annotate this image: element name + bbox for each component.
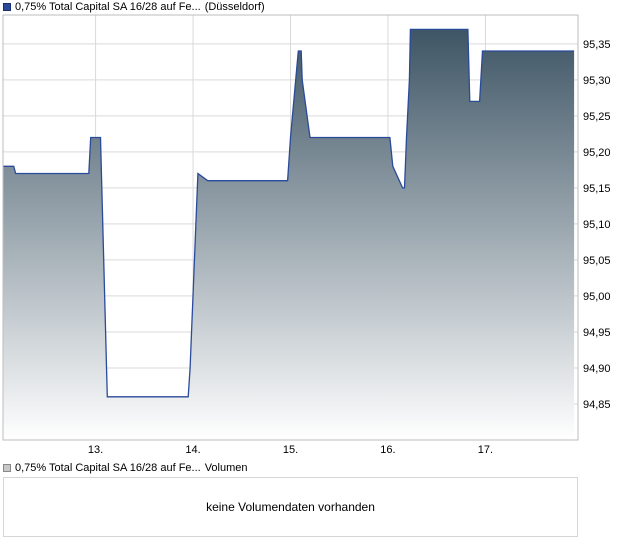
volume-legend-swatch bbox=[3, 464, 11, 472]
x-axis-labels: 13. 14. 15. 16. 17. bbox=[88, 444, 493, 456]
price-legend-series: 0,75% Total Capital SA 16/28 auf Fe... bbox=[15, 1, 201, 13]
y-tick-label: 94,90 bbox=[583, 363, 611, 375]
price-legend: 0,75% Total Capital SA 16/28 auf Fe... (… bbox=[3, 0, 265, 14]
volume-legend-series: 0,75% Total Capital SA 16/28 auf Fe... bbox=[15, 462, 201, 474]
x-tick-label: 15. bbox=[283, 444, 298, 456]
x-tick-label: 14. bbox=[185, 444, 200, 456]
y-axis-labels: 94,85 94,90 94,95 95,00 95,05 95,10 95,15 95,20… bbox=[583, 39, 611, 411]
volume-empty-message: keine Volumendaten vorhanden bbox=[206, 500, 375, 514]
price-chart: 13. 14. 15. 16. 17. 94,85 94,90 94,95 95,00 95,0… bbox=[2, 14, 611, 456]
y-tick-label: 95,35 bbox=[583, 39, 611, 51]
plot-frame bbox=[2, 14, 579, 441]
volume-panel: keine Volumendaten vorhanden bbox=[3, 477, 578, 537]
volume-legend-label: Volumen bbox=[204, 462, 248, 474]
y-tick-label: 95,20 bbox=[583, 147, 611, 159]
volume-legend: 0,75% Total Capital SA 16/28 auf Fe... V… bbox=[3, 461, 248, 475]
price-area-fill bbox=[3, 29, 575, 440]
y-tick-label: 95,00 bbox=[583, 291, 611, 303]
y-tick-label: 95,25 bbox=[583, 111, 611, 123]
y-tick-label: 94,85 bbox=[583, 399, 611, 411]
price-legend-swatch bbox=[3, 3, 11, 11]
price-line bbox=[3, 28, 575, 398]
y-tick-label: 95,15 bbox=[583, 183, 611, 195]
x-tick-label: 13. bbox=[88, 444, 103, 456]
y-tick-label: 95,10 bbox=[583, 219, 611, 231]
x-tick-label: 17. bbox=[478, 444, 493, 456]
y-tick-label: 95,30 bbox=[583, 75, 611, 87]
y-tick-label: 95,05 bbox=[583, 255, 611, 267]
x-tick-label: 16. bbox=[380, 444, 395, 456]
y-tick-label: 94,95 bbox=[583, 327, 611, 339]
price-legend-venue: (Düsseldorf) bbox=[204, 1, 265, 13]
